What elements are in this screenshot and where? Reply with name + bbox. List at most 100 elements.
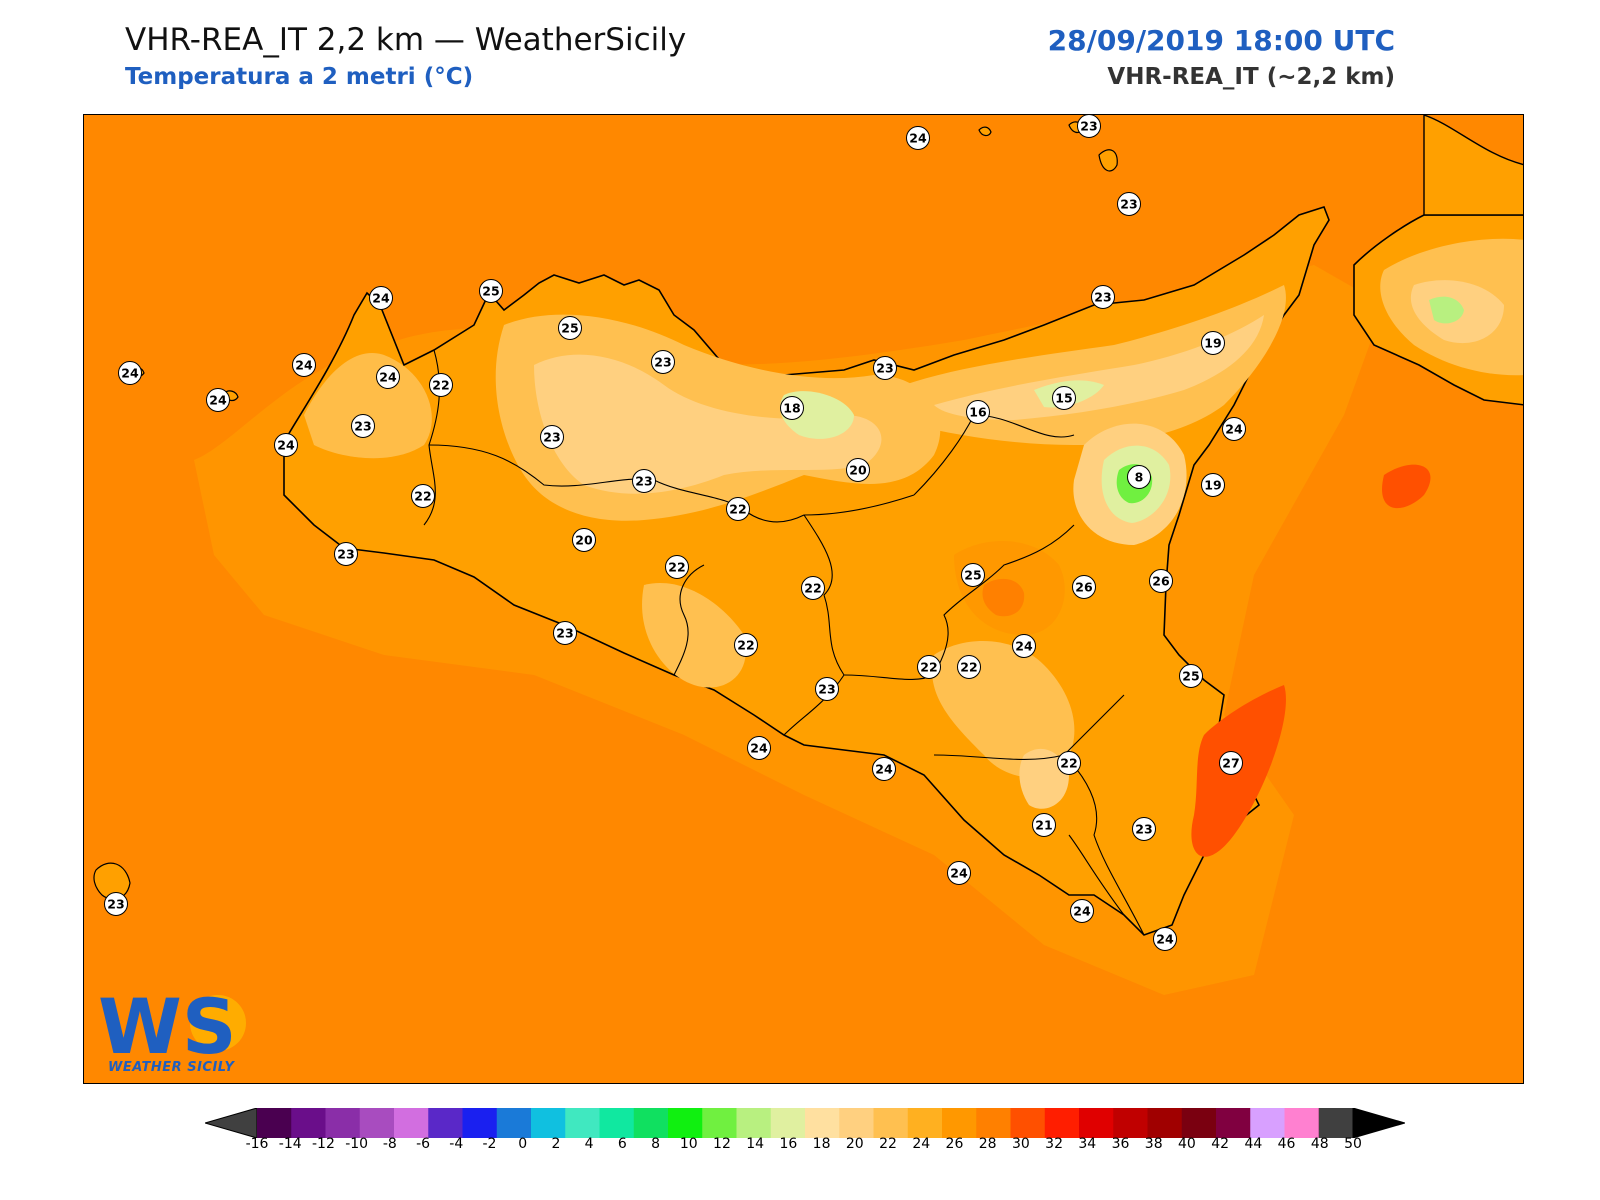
colorbar-cell (1079, 1108, 1114, 1138)
station-marker: 23 (632, 469, 656, 493)
colorbar-tick-label: -14 (278, 1136, 302, 1152)
station-value: 25 (482, 284, 499, 299)
colorbar-cell (531, 1108, 566, 1138)
colorbar-tick-label: 18 (812, 1136, 831, 1152)
colorbar-cell (668, 1108, 703, 1138)
colorbar-tick-label: 0 (518, 1136, 528, 1152)
station-value: 26 (1152, 574, 1170, 589)
station-value: 25 (964, 568, 981, 583)
colorbar-tick-label: 44 (1244, 1136, 1263, 1152)
colorbar-cell (1318, 1108, 1353, 1138)
zone-26-sea-east (1382, 464, 1431, 509)
station-value: 22 (920, 660, 937, 675)
station-value: 22 (960, 660, 977, 675)
station-circle (1057, 751, 1081, 775)
station-circle (479, 279, 503, 303)
colorbar-cell (1216, 1108, 1251, 1138)
border-cl-en (783, 514, 845, 736)
station-marker: 19 (1201, 331, 1225, 355)
station-value: 22 (1060, 756, 1077, 771)
station-circle (1052, 386, 1076, 410)
logo-subtitle: WEATHER SICILY (108, 1060, 235, 1075)
station-marker: 24 (906, 126, 930, 150)
station-marker: 23 (815, 677, 839, 701)
colorbar-cell (873, 1108, 909, 1138)
station-value: 24 (1073, 904, 1091, 919)
station-marker: 18 (780, 396, 804, 420)
station-value: 23 (337, 547, 354, 562)
colorbar-tick-label: 42 (1211, 1136, 1230, 1152)
station-value: 20 (575, 533, 593, 548)
colorbar-cell (1147, 1108, 1183, 1138)
station-marker: 23 (334, 542, 358, 566)
colorbar-cell (907, 1108, 943, 1138)
station-value: 22 (729, 502, 746, 517)
station-value: 22 (737, 638, 754, 653)
colorbar-cell (1181, 1108, 1217, 1138)
colorbar-cell (839, 1108, 874, 1138)
colorbar-cell (462, 1108, 498, 1138)
colorbar-cell (1250, 1108, 1285, 1138)
station-marker: 23 (351, 414, 375, 438)
station-circle (780, 396, 804, 420)
station-value: 23 (107, 897, 124, 912)
station-value: 24 (209, 393, 227, 408)
station-circle (747, 736, 771, 760)
station-value: 8 (1135, 470, 1144, 485)
station-circle (558, 316, 582, 340)
station-marker: 22 (734, 633, 758, 657)
colorbar-tick-label: 12 (713, 1136, 731, 1152)
station-circle (274, 433, 298, 457)
station-value: 24 (121, 366, 139, 381)
colorbar-tick-label: -10 (345, 1136, 369, 1152)
station-marker: 25 (479, 279, 503, 303)
station-marker: 23 (1091, 285, 1115, 309)
station-value: 23 (635, 474, 652, 489)
colorbar-cell (1284, 1108, 1320, 1138)
colorbar-cell (325, 1108, 361, 1138)
station-circle (632, 469, 656, 493)
border-rg-sr (1068, 834, 1125, 916)
zone-20-east (934, 315, 1264, 420)
station-circle (846, 458, 870, 482)
colorbar-tick-label: 26 (945, 1136, 964, 1152)
border-pa-cl (653, 479, 915, 523)
station-circle (734, 633, 758, 657)
station-circle (540, 425, 564, 449)
station-circle (1201, 473, 1225, 497)
station-circle (572, 528, 596, 552)
station-marker: 23 (553, 621, 577, 645)
station-value: 23 (543, 430, 560, 445)
colorbar-cell (1113, 1108, 1148, 1138)
station-marker: 24 (369, 286, 393, 310)
station-marker: 24 (947, 861, 971, 885)
station-value: 23 (818, 682, 835, 697)
station-marker: 20 (572, 528, 596, 552)
station-circle (1179, 664, 1203, 688)
station-value: 23 (1094, 290, 1111, 305)
station-circle (917, 655, 941, 679)
station-circle (1222, 417, 1246, 441)
station-marker: 23 (540, 425, 564, 449)
colorbar-under-triangle (205, 1108, 258, 1138)
station-value: 22 (414, 489, 431, 504)
station-circle (1070, 899, 1094, 923)
station-value: 18 (783, 401, 800, 416)
colorbar-tick-label: 48 (1310, 1136, 1329, 1152)
station-circle (906, 126, 930, 150)
station-value: 23 (1120, 197, 1137, 212)
station-marker: 24 (274, 433, 298, 457)
station-value: 25 (1182, 669, 1199, 684)
station-marker: 22 (917, 655, 941, 679)
station-circle (1117, 192, 1141, 216)
colorbar-tick-label: -2 (482, 1136, 497, 1152)
zone-22-south (642, 583, 746, 688)
colorbar-tick-label: 22 (879, 1136, 897, 1152)
colorbar-tick-label: 6 (617, 1136, 627, 1152)
colorbar-cell (496, 1108, 532, 1138)
map-canvas: 24 23 23 24 25 24 24 24 22 25 23 23 18 23 19 16 15 24 23 22… (93, 115, 1523, 995)
station-value: 25 (561, 321, 578, 336)
station-circle (1012, 634, 1036, 658)
station-marker: 24 (376, 365, 400, 389)
colorbar-over-triangle (1352, 1108, 1405, 1138)
